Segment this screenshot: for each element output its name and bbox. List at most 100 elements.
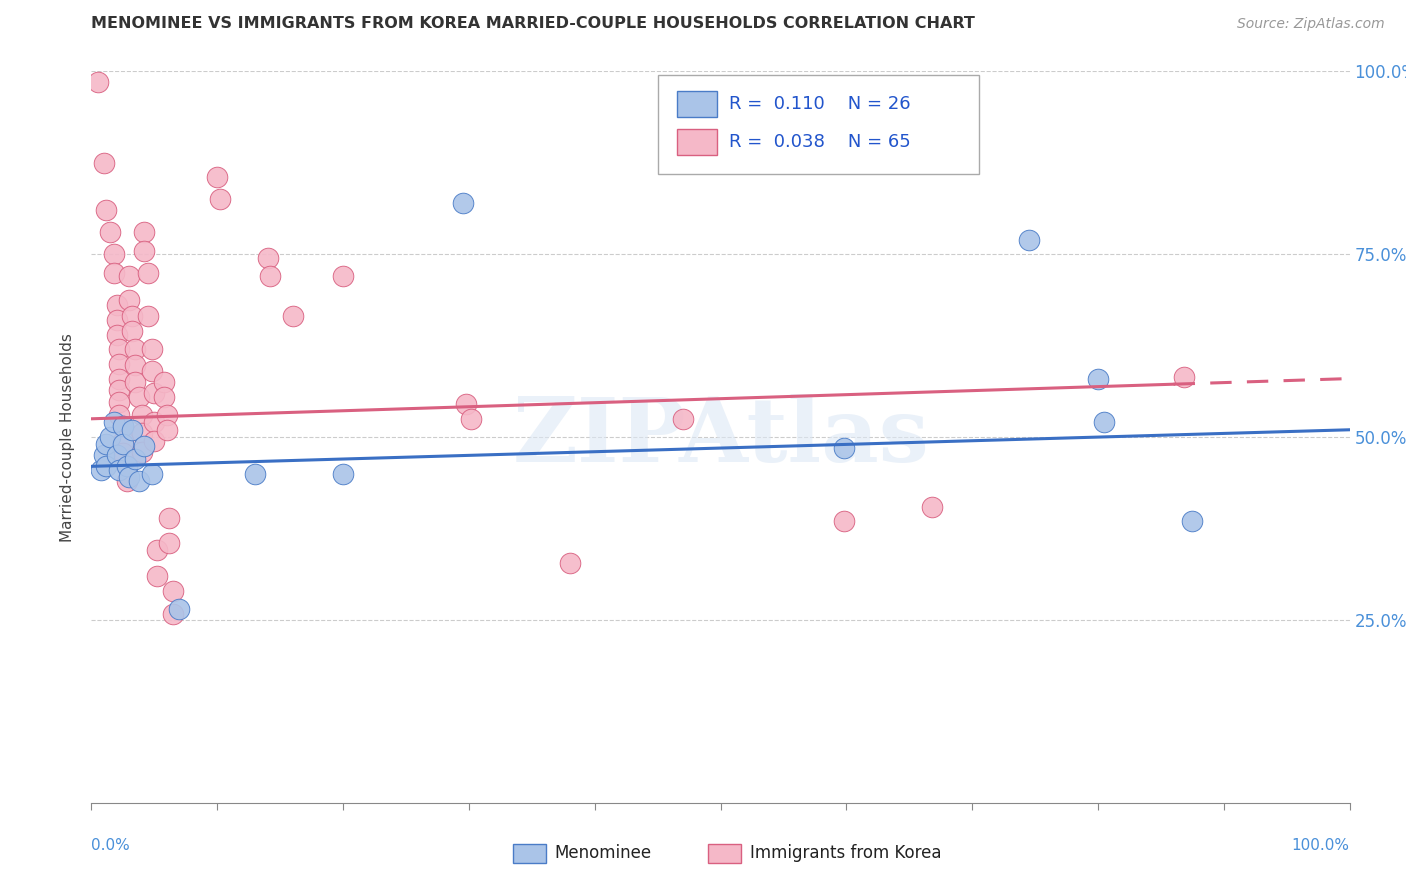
Point: [108, 343, 131, 357]
Point: [205, 170, 228, 185]
Point: [103, 416, 125, 430]
Point: [105, 298, 128, 312]
Point: [108, 357, 131, 371]
Bar: [676, 91, 717, 118]
Point: [124, 376, 146, 390]
Point: [162, 583, 184, 598]
Point: [1092, 416, 1115, 430]
Point: [156, 423, 179, 437]
Point: [108, 463, 131, 477]
Point: [111, 437, 134, 451]
Point: [131, 426, 153, 441]
Point: [153, 390, 176, 404]
Point: [143, 434, 166, 448]
Point: [98, 225, 121, 239]
Point: [90, 463, 112, 477]
Text: MENOMINEE VS IMMIGRANTS FROM KOREA MARRIED-COUPLE HOUSEHOLDS CORRELATION CHART: MENOMINEE VS IMMIGRANTS FROM KOREA MARRI…: [91, 16, 976, 31]
Point: [128, 390, 150, 404]
Point: [162, 607, 184, 621]
Point: [118, 269, 141, 284]
Point: [118, 293, 141, 307]
Point: [118, 470, 141, 484]
Point: [332, 269, 354, 284]
Point: [921, 500, 943, 514]
Point: [157, 536, 180, 550]
Point: [832, 514, 855, 528]
Point: [111, 434, 134, 448]
Text: 0.0%: 0.0%: [91, 838, 131, 854]
Point: [451, 196, 474, 211]
Point: [143, 386, 166, 401]
Point: [156, 408, 179, 422]
Point: [93, 449, 115, 463]
Text: Immigrants from Korea: Immigrants from Korea: [749, 844, 941, 862]
Point: [93, 155, 115, 169]
Point: [86, 75, 108, 89]
Point: [111, 419, 134, 434]
Point: [105, 327, 128, 342]
Point: [1018, 233, 1040, 247]
Point: [672, 412, 695, 426]
Point: [460, 412, 482, 426]
Point: [96, 459, 118, 474]
FancyBboxPatch shape: [658, 75, 979, 174]
Y-axis label: Married-couple Households: Married-couple Households: [60, 333, 76, 541]
Point: [134, 225, 156, 239]
Point: [259, 269, 281, 284]
Text: ZIPAtlas: ZIPAtlas: [512, 393, 929, 481]
Point: [1181, 514, 1204, 528]
Point: [115, 459, 138, 474]
Point: [136, 310, 159, 324]
Point: [256, 251, 278, 265]
Bar: [513, 844, 546, 863]
Point: [832, 441, 855, 455]
Point: [96, 437, 118, 451]
Point: [131, 408, 153, 422]
Text: 100.0%: 100.0%: [1292, 838, 1350, 854]
Text: Menominee: Menominee: [554, 844, 651, 862]
Point: [143, 416, 166, 430]
Point: [208, 193, 231, 207]
Point: [108, 408, 131, 422]
Point: [124, 343, 146, 357]
Point: [146, 569, 169, 583]
Text: Source: ZipAtlas.com: Source: ZipAtlas.com: [1237, 17, 1385, 31]
Point: [558, 556, 581, 570]
Point: [134, 439, 156, 453]
Point: [136, 266, 159, 280]
Point: [108, 383, 131, 397]
Point: [243, 467, 266, 481]
Point: [131, 444, 153, 458]
Point: [124, 359, 146, 373]
Point: [121, 423, 143, 437]
Point: [281, 310, 304, 324]
Point: [105, 449, 128, 463]
Point: [111, 446, 134, 460]
Point: [141, 364, 163, 378]
Point: [1173, 370, 1195, 384]
Point: [96, 203, 118, 218]
Point: [121, 324, 143, 338]
Point: [128, 474, 150, 488]
Point: [111, 419, 134, 434]
Point: [108, 371, 131, 385]
Point: [115, 474, 138, 488]
Point: [456, 397, 478, 411]
Point: [153, 376, 176, 390]
Text: R =  0.110    N = 26: R = 0.110 N = 26: [730, 95, 911, 113]
Point: [1087, 371, 1109, 385]
Point: [124, 452, 146, 467]
Bar: [709, 844, 741, 863]
Point: [103, 266, 125, 280]
Point: [141, 343, 163, 357]
Point: [332, 467, 354, 481]
Text: R =  0.038    N = 65: R = 0.038 N = 65: [730, 133, 911, 152]
Point: [105, 313, 128, 327]
Point: [157, 510, 180, 524]
Point: [98, 430, 121, 444]
Point: [121, 310, 143, 324]
Point: [169, 602, 191, 616]
Bar: [676, 129, 717, 155]
Point: [134, 244, 156, 258]
Point: [103, 247, 125, 261]
